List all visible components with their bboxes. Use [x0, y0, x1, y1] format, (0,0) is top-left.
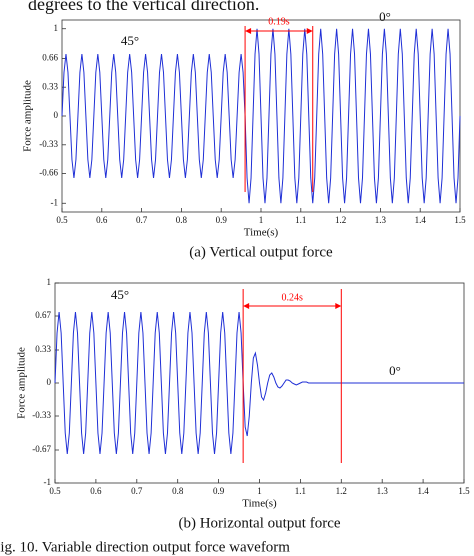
y-tick-label: 0.33 [35, 344, 51, 354]
x-tick-label: 1.5 [454, 215, 466, 225]
x-tick-label: 1.4 [415, 215, 427, 225]
x-tick-label: 1.3 [375, 215, 387, 225]
y-tick-label: -0.33 [32, 410, 51, 420]
annotation: 0° [389, 363, 401, 378]
x-tick-label: 0.9 [216, 215, 228, 225]
x-tick-label: 0.9 [213, 486, 225, 496]
y-tick-label: 0.33 [42, 81, 58, 91]
x-axis-label: Time(s) [244, 227, 279, 239]
x-tick-label: 0.5 [49, 486, 61, 496]
x-tick-label: 1.4 [417, 486, 429, 496]
x-tick-label: 0.8 [176, 215, 188, 225]
x-tick-label: 0.5 [56, 215, 68, 225]
x-tick-label: 0.6 [90, 486, 102, 496]
y-tick-label: -0.67 [32, 444, 51, 454]
y-tick-label: -0.33 [39, 139, 58, 149]
waveform [54, 311, 464, 455]
y-tick-label: 0 [54, 110, 59, 120]
x-tick-label: 0.7 [131, 486, 143, 496]
chart-caption: (b) Horizontal output force [178, 515, 340, 531]
y-tick-label: 1 [47, 277, 52, 287]
y-tick-label: 0.67 [35, 310, 51, 320]
y-tick-label: -0.66 [39, 168, 58, 178]
x-tick-label: 0.7 [136, 215, 148, 225]
waveform [61, 28, 461, 204]
chart-caption: (a) Vertical output force [189, 244, 333, 260]
annotation: 45° [111, 287, 129, 302]
interval-label: 0.24s [282, 292, 304, 303]
y-axis-label: Force amplitude [22, 80, 34, 152]
x-tick-label: 1.5 [458, 486, 470, 496]
x-tick-label: 0.6 [96, 215, 108, 225]
y-tick-label: 1 [54, 23, 59, 33]
x-tick-label: 0.8 [172, 486, 184, 496]
x-tick-label: 1.3 [377, 486, 389, 496]
interval-label: 0.19s [268, 16, 290, 27]
y-tick-label: -1 [44, 477, 52, 487]
x-tick-label: 1.2 [336, 486, 347, 496]
x-tick-label: 1 [259, 215, 264, 225]
y-tick-label: -1 [51, 197, 59, 207]
figure-caption: Fig. 10. Variable direction output force… [0, 539, 290, 555]
y-tick-label: 0 [47, 377, 52, 387]
x-axis-label: Time(s) [242, 498, 277, 510]
x-tick-label: 1.1 [295, 486, 306, 496]
header-text: degrees to the vertical direction. [28, 0, 259, 14]
x-tick-label: 1.2 [335, 215, 346, 225]
annotation: 0° [379, 9, 391, 24]
y-axis-label: Force amplitude [16, 347, 28, 419]
x-tick-label: 1.1 [295, 215, 306, 225]
x-tick-label: 1 [257, 486, 262, 496]
y-tick-label: 0.66 [42, 52, 58, 62]
annotation: 45° [121, 33, 139, 48]
